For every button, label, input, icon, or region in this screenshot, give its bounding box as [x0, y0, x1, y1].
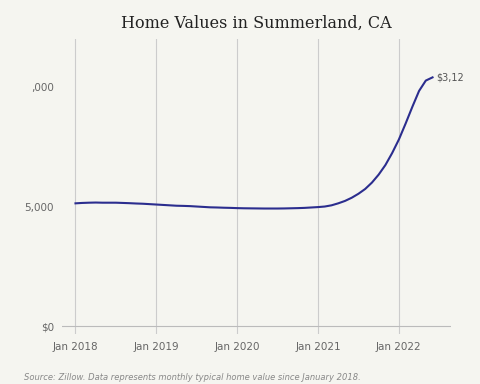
Title: Home Values in Summerland, CA: Home Values in Summerland, CA — [121, 15, 392, 32]
Text: Source: Zillow. Data represents monthly typical home value since January 2018.: Source: Zillow. Data represents monthly … — [24, 373, 361, 382]
Text: $3,12: $3,12 — [437, 72, 464, 83]
